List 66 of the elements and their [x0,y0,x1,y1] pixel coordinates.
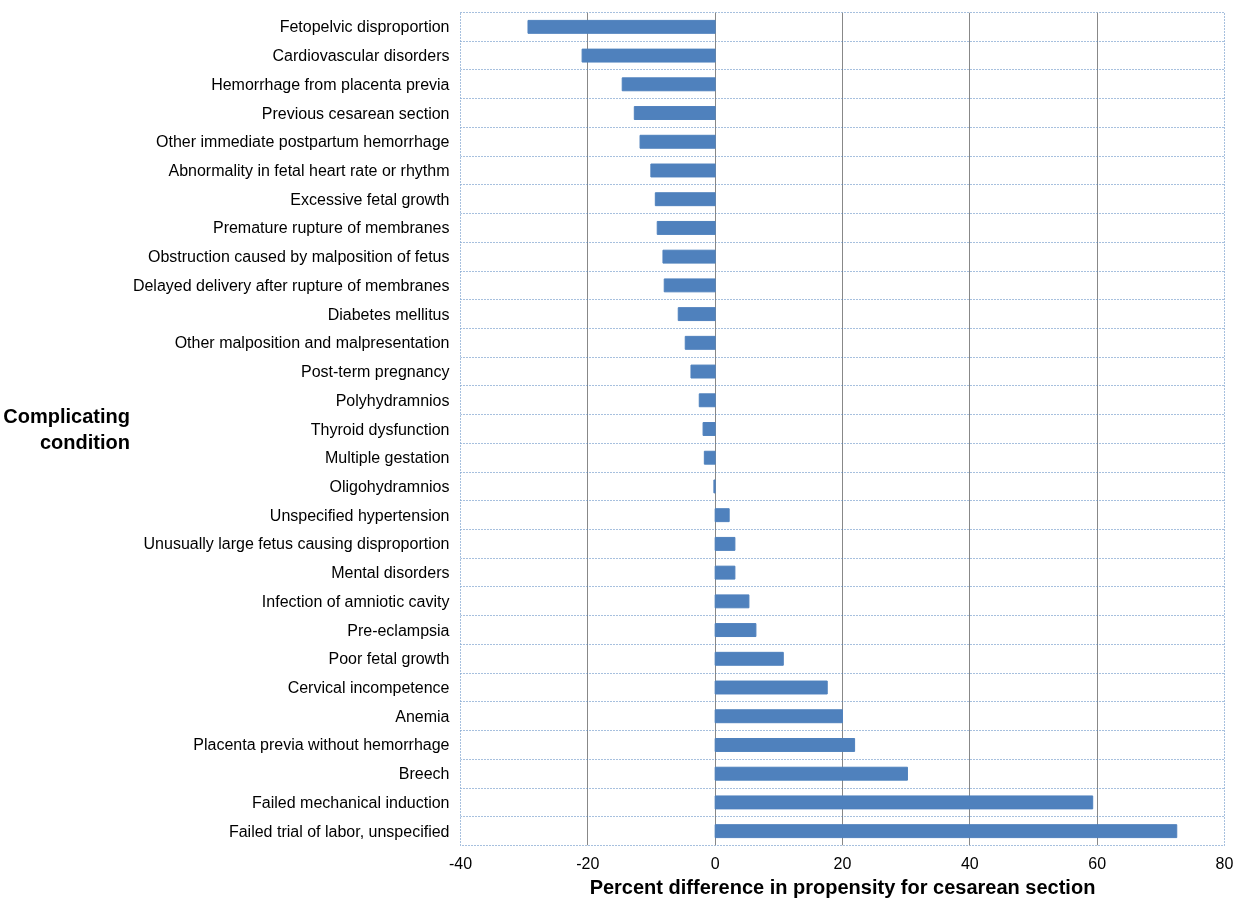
y-tick-label: Infection of amniotic cavity [261,592,450,610]
y-tick-label: Delayed delivery after rupture of membranes [132,276,450,294]
bar [714,766,908,781]
y-tick-label: Anemia [395,707,450,725]
y-tick-label: Other immediate postpartum hemorrhage [156,133,450,151]
bar [714,795,1094,810]
bar [714,536,736,551]
bar [621,77,716,92]
bar [656,220,716,235]
y-tick-label: Cardiovascular disorders [272,47,450,65]
bar [714,738,856,752]
bar [690,364,716,379]
x-tick-label: 80 [1215,854,1234,872]
bar [633,106,716,120]
bar [663,278,716,293]
x-tick-label: 60 [1088,854,1107,872]
bar [527,19,716,34]
y-tick-label: Breech [398,765,450,783]
y-tick-label: Placenta previa without hemorrhage [193,736,450,754]
bar [702,422,716,436]
bar [714,709,843,724]
bar [639,134,716,149]
y-tick-label: Pre-eclampsia [347,621,450,639]
y-tick-label: Hemorrhage from placenta previa [211,75,450,93]
bar [703,450,716,465]
y-tick-label: Poor fetal growth [328,650,450,668]
y-tick-label: Mental disorders [331,564,450,582]
bar [581,48,716,63]
bar [684,335,716,350]
y-tick-label: Other malposition and malpresentation [174,334,450,352]
bar [650,163,716,178]
bar [714,651,784,666]
bar [714,594,750,609]
y-tick-label: Previous cesarean section [261,104,450,122]
y-tick-label: Failed trial of labor, unspecified [228,822,450,840]
y-tick-label: Failed mechanical induction [252,793,450,811]
y-axis-title: Complicating condition [3,404,130,454]
y-tick-label: Post-term pregnancy [300,363,450,381]
y-tick-label: Polyhydramnios [335,391,450,409]
x-tick-label: -40 [448,854,473,872]
bar [654,192,716,207]
x-tick-label: 0 [710,854,720,872]
x-axis-title: Percent difference in propensity for cesarean section [589,875,1096,898]
y-tick-label: Oligohydramnios [329,477,450,495]
bar [662,249,716,264]
x-tick-label: 40 [960,854,979,872]
y-tick-label: Excessive fetal growth [290,190,450,208]
y-tick-label: Thyroid dysfunction [310,420,450,438]
y-tick-label: Abnormality in fetal heart rate or rhythm [168,161,450,179]
bar [677,307,716,322]
x-tick-label: 20 [833,854,852,872]
y-tick-label: Diabetes mellitus [327,305,450,323]
bar [698,393,716,408]
y-tick-label: Unspecified hypertension [269,506,450,524]
bar [714,565,736,580]
y-tick-label: Fetopelvic disproportion [279,18,450,36]
bar [714,680,828,695]
bar [714,508,730,523]
bar [714,623,757,638]
y-tick-label: Obstruction caused by malposition of fetus [148,248,450,266]
y-tick-label: Multiple gestation [324,449,450,467]
x-tick-label: -20 [576,854,600,872]
y-tick-label: Unusually large fetus causing disproportion [143,535,450,553]
y-tick-label: Premature rupture of membranes [212,219,450,237]
y-tick-label: Cervical incompetence [287,679,450,697]
bar [714,824,1178,839]
